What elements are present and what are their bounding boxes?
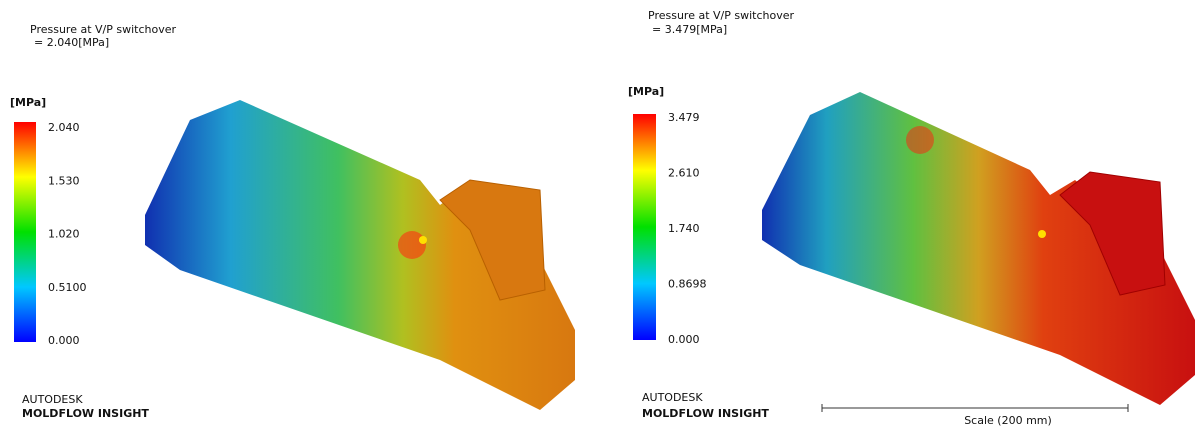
color-bar (14, 122, 36, 342)
legend-tick-label: 0.5100 (48, 281, 87, 294)
legend-unit: [MPa] (628, 85, 664, 98)
panel: Pressure at V/P switchover = 2.040[MPa] … (10, 23, 575, 420)
brand: AUTODESK (642, 391, 703, 404)
scale-bar (822, 404, 1128, 412)
legend-tick-label: 2.610 (668, 167, 700, 180)
legend-tick-label: 0.8698 (668, 278, 707, 291)
screenshot: Pressure at V/P switchover = 2.040[MPa] … (0, 0, 1198, 429)
hotspot (906, 126, 934, 154)
title: Pressure at V/P switchover (648, 9, 795, 22)
gate (1038, 230, 1046, 238)
panel: Pressure at V/P switchover = 3.479[MPa] … (628, 9, 1195, 427)
legend-tick-label: 0.000 (48, 334, 80, 347)
color-bar (633, 114, 656, 340)
legend-tick-label: 0.000 (668, 333, 700, 346)
legend-tick-label: 1.530 (48, 174, 80, 187)
legend-tick-label: 1.740 (668, 222, 700, 235)
legend-tick-label: 1.020 (48, 228, 80, 241)
legend-tick-label: 3.479 (668, 111, 700, 124)
gate (419, 236, 427, 244)
title: Pressure at V/P switchover (30, 23, 177, 36)
result: = 2.040[MPa] (34, 36, 109, 49)
brand: AUTODESK (22, 393, 83, 406)
legend-tick-label: 2.040 (48, 121, 80, 134)
scale-label: Scale (200 mm) (964, 414, 1052, 427)
gate-hotspot (398, 231, 426, 259)
product: MOLDFLOW INSIGHT (22, 407, 149, 420)
result: = 3.479[MPa] (652, 23, 727, 36)
product: MOLDFLOW INSIGHT (642, 407, 769, 420)
legend-unit: [MPa] (10, 96, 46, 109)
